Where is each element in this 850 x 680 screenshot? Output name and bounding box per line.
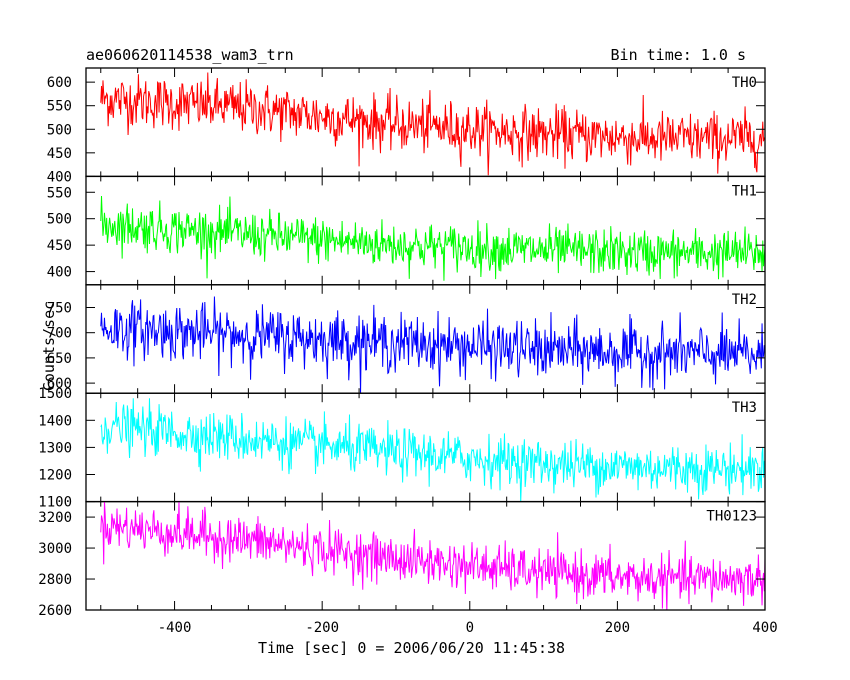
y-tick-label: 600 bbox=[47, 376, 72, 392]
y-tick-label: 1500 bbox=[38, 386, 72, 402]
x-tick-label: -200 bbox=[305, 620, 339, 636]
series-line-th0 bbox=[100, 72, 765, 176]
y-tick-label: 700 bbox=[47, 326, 72, 342]
y-tick-label: 650 bbox=[47, 351, 72, 367]
panel-th1: 400 450 500 550 TH1 bbox=[47, 175, 766, 286]
y-tick-label: 1400 bbox=[38, 413, 72, 429]
x-tick-label: 200 bbox=[605, 620, 630, 636]
panel-th2: 600 650 700 750 TH2 bbox=[47, 284, 766, 394]
y-tick-label: 550 bbox=[47, 99, 72, 115]
y-tick-label: 1200 bbox=[38, 468, 72, 484]
x-axis-label: Time [sec] 0 = 2006/06/20 11:45:38 bbox=[258, 639, 566, 657]
y-tick-label: 500 bbox=[47, 122, 72, 138]
y-tick-label: 750 bbox=[47, 300, 72, 316]
y-tick-label: 2800 bbox=[38, 572, 72, 588]
panel-label-th3: TH3 bbox=[732, 400, 757, 416]
panel-label-th1: TH1 bbox=[732, 183, 757, 199]
y-tick-label: 450 bbox=[47, 146, 72, 162]
series-line-th3 bbox=[100, 398, 765, 502]
panel-label-th0: TH0 bbox=[732, 75, 757, 91]
series-line-th2 bbox=[100, 296, 765, 394]
x-tick-label: 0 bbox=[466, 620, 474, 636]
panel-label-th0123: TH0123 bbox=[706, 509, 757, 525]
y-tick-label: 600 bbox=[47, 75, 72, 91]
y-tick-label: 550 bbox=[47, 185, 72, 201]
y-tick-label: 3200 bbox=[38, 510, 72, 526]
panel-th3: 1100 1200 1300 1400 1500 TH3 bbox=[38, 386, 766, 511]
panel-frame bbox=[85, 175, 766, 286]
bin-time-label: Bin time: 1.0 s bbox=[610, 46, 746, 64]
y-axis-label: Counts/sec bbox=[40, 300, 59, 392]
panel-label-th2: TH2 bbox=[732, 292, 757, 308]
y-tick-label: 3000 bbox=[38, 541, 72, 557]
y-tick-label: 450 bbox=[47, 238, 72, 254]
panel-frame bbox=[85, 500, 766, 611]
x-tick-label: -400 bbox=[158, 620, 192, 636]
panel-th0: 400 450 500 550 600 TH0 bbox=[47, 67, 766, 185]
y-tick-label: 400 bbox=[47, 169, 72, 185]
panel-frame bbox=[85, 392, 766, 503]
series-line-th0123 bbox=[100, 501, 765, 611]
y-tick-label: 1300 bbox=[38, 440, 72, 456]
y-tick-label: 500 bbox=[47, 212, 72, 228]
y-tick-label: 1100 bbox=[38, 495, 72, 511]
y-tick-label: 400 bbox=[47, 265, 72, 281]
chart-title: ae060620114538_wam3_trn bbox=[86, 46, 294, 64]
series-line-th1 bbox=[100, 196, 765, 281]
x-tick-label: 400 bbox=[752, 620, 777, 636]
y-tick-label: 2600 bbox=[38, 603, 72, 619]
panel-th0123: 2600 2800 3000 3200 TH0123 bbox=[38, 500, 766, 619]
